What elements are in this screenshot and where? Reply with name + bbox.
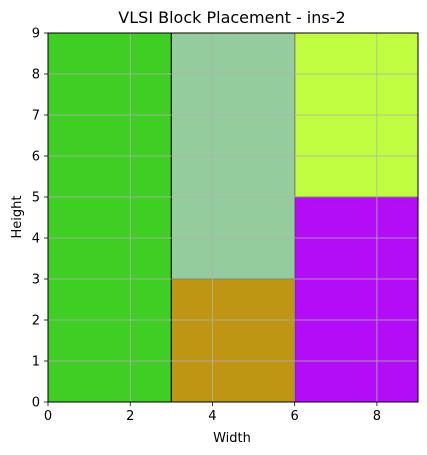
x-tick-label: 6	[291, 409, 299, 424]
y-tick-label: 2	[32, 314, 40, 329]
y-tick-label: 8	[32, 68, 40, 83]
x-tick-label: 0	[44, 409, 52, 424]
y-tick-label: 5	[32, 191, 40, 206]
x-tick-label: 4	[208, 409, 216, 424]
block-1	[47, 32, 172, 403]
x-axis-ticks: 0 2 4 6 8	[44, 402, 381, 424]
plot-frame	[47, 32, 419, 403]
x-tick-label: 8	[373, 409, 381, 424]
y-tick-label: 3	[32, 273, 40, 288]
y-tick-label: 6	[32, 150, 40, 165]
chart-title: VLSI Block Placement - ins-2	[118, 8, 345, 27]
x-axis-label: Width	[213, 431, 251, 446]
block-3	[170, 278, 296, 403]
blocks-layer	[47, 32, 419, 403]
y-axis-ticks: 0 1 2 3 4 5 6 7 8 9	[32, 27, 48, 411]
block-5	[294, 196, 419, 403]
y-tick-label: 9	[32, 27, 40, 42]
y-tick-label: 0	[32, 396, 40, 411]
x-tick-label: 2	[126, 409, 134, 424]
y-axis-label: Height	[10, 196, 25, 239]
y-tick-label: 1	[32, 355, 40, 370]
y-tick-label: 4	[32, 232, 40, 247]
y-tick-label: 7	[32, 109, 40, 124]
